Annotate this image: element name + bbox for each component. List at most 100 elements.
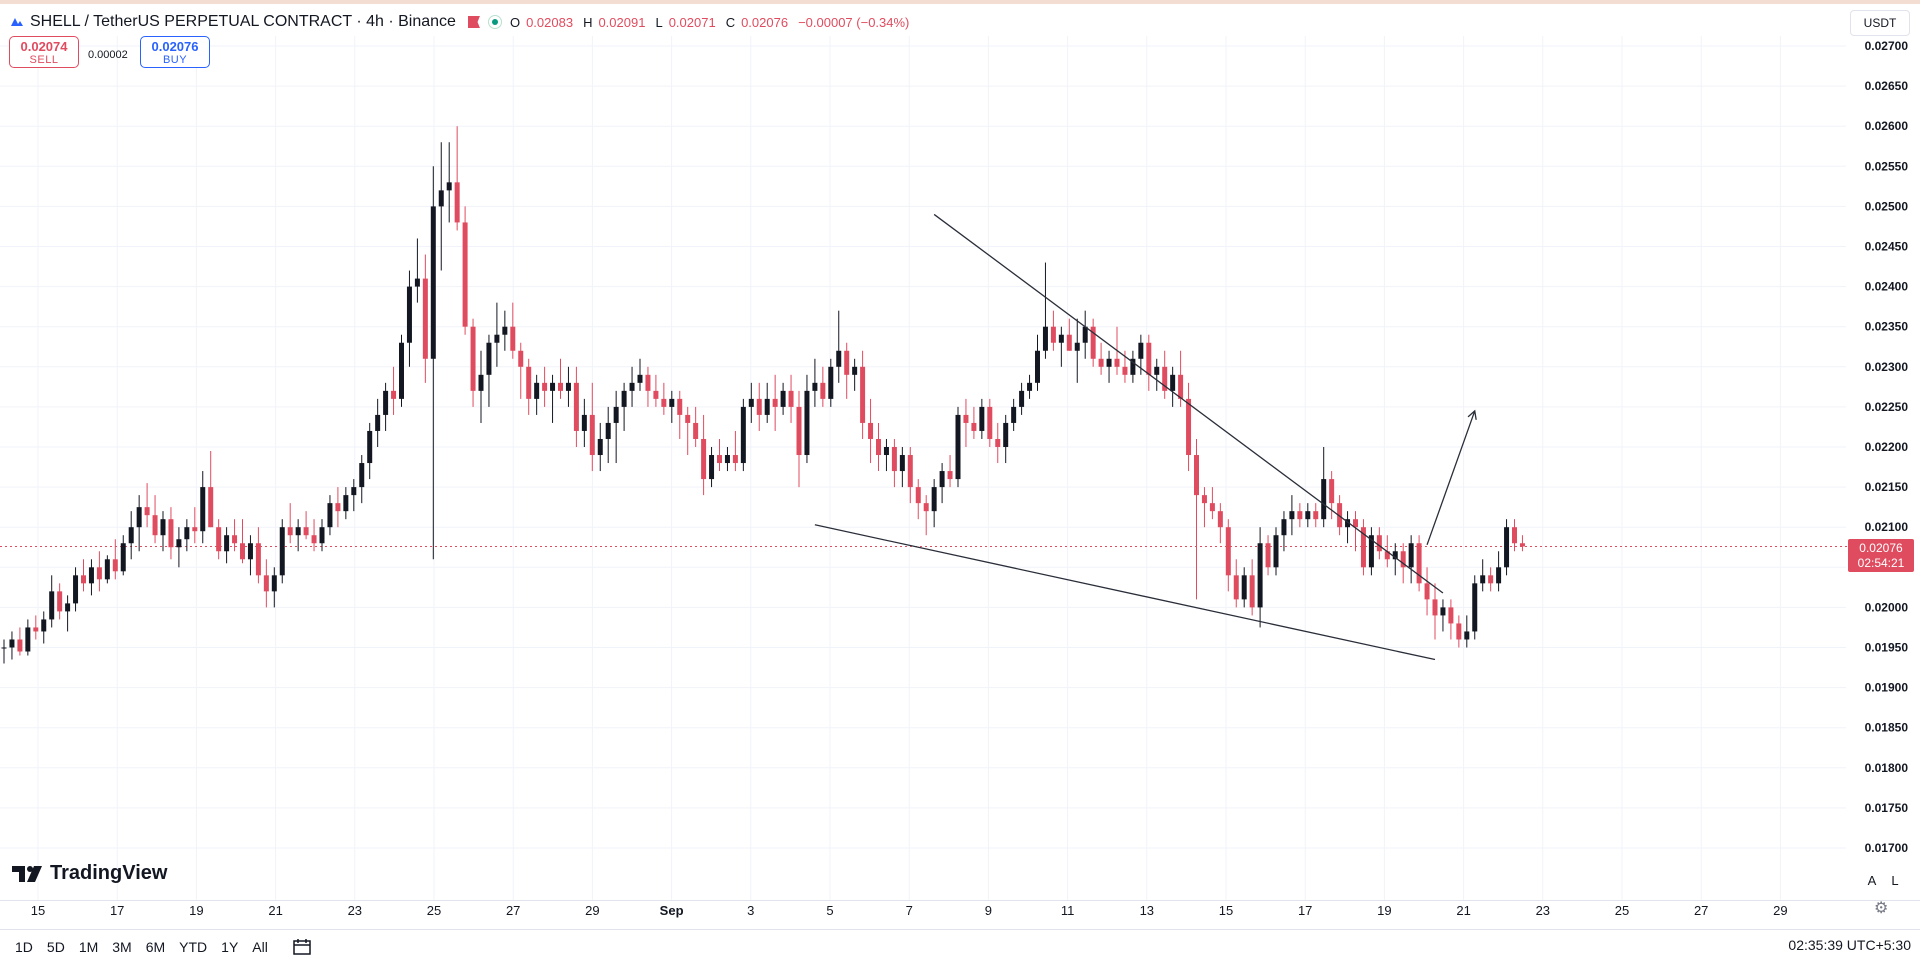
candle-body: [65, 603, 71, 612]
candle-body: [1082, 326, 1088, 343]
candle-body: [255, 543, 261, 576]
price-axis-label: 0.02400: [1865, 280, 1909, 294]
candle-body: [1027, 382, 1033, 391]
candle-body: [836, 350, 842, 367]
range-5d-button[interactable]: 5D: [46, 938, 65, 955]
candle-body: [1305, 511, 1311, 520]
candle-body: [589, 414, 595, 456]
candle-body: [399, 342, 404, 399]
symbol-title[interactable]: SHELL / TetherUS PERPETUAL CONTRACT · 4h…: [30, 13, 456, 30]
candle-body: [868, 422, 874, 439]
sell-button[interactable]: 0.02074 SELL: [9, 36, 79, 68]
candle-body: [899, 455, 905, 472]
price-axis-label: 0.01750: [1865, 801, 1909, 815]
candle-body: [1050, 326, 1056, 343]
range-6m-button[interactable]: 6M: [145, 938, 166, 955]
candle-body: [1042, 326, 1048, 351]
candle-body: [1480, 575, 1486, 584]
price-axis-label: 0.02200: [1865, 440, 1909, 454]
candle-body: [1201, 495, 1207, 504]
candle-body: [351, 487, 357, 496]
candle-body: [383, 390, 389, 415]
range-3m-button[interactable]: 3M: [112, 938, 132, 955]
candle-body: [1464, 631, 1470, 640]
candle-body: [1011, 406, 1017, 423]
time-axis-label: 21: [1456, 903, 1470, 918]
candle-body: [565, 382, 571, 391]
candle-body: [73, 575, 79, 604]
buy-button[interactable]: 0.02076 BUY: [140, 36, 210, 68]
calendar-range-icon[interactable]: [291, 937, 313, 957]
candle-body: [923, 503, 929, 512]
time-axis-label: 17: [110, 903, 124, 918]
close-value: 0.02076: [741, 14, 789, 30]
tradingview-logo-icon: [12, 865, 42, 882]
candle-body: [518, 350, 524, 367]
candle-body: [740, 406, 746, 464]
candle-body: [661, 398, 667, 407]
exchange-logo-icon: [10, 15, 24, 29]
price-axis-label: 0.01950: [1865, 641, 1909, 655]
candle-body: [375, 414, 381, 431]
candle-body: [327, 503, 333, 528]
tradingview-logo-text: TradingView: [50, 862, 168, 884]
candle-body: [1003, 422, 1009, 447]
candle-body: [1376, 535, 1382, 552]
time-axis-label: Sep: [660, 903, 684, 918]
range-1m-button[interactable]: 1M: [78, 938, 99, 955]
gear-icon[interactable]: ⚙: [1874, 900, 1889, 917]
time-axis-label: 23: [1536, 903, 1550, 918]
candle-body: [1154, 366, 1160, 375]
range-all-button[interactable]: All: [252, 938, 268, 955]
candle-body: [1265, 543, 1271, 568]
auto-scale-button[interactable]: A: [1867, 872, 1877, 888]
market-open-dot-icon: [487, 15, 502, 29]
candle-body: [844, 350, 850, 375]
candle-body: [717, 455, 722, 464]
candle-body: [216, 527, 222, 552]
currency-selector[interactable]: USDT: [1850, 10, 1910, 36]
candle-body: [979, 406, 985, 431]
tradingview-logo[interactable]: TradingView: [12, 862, 167, 885]
candle-body: [1146, 342, 1152, 375]
clock-readout[interactable]: 02:35:39 UTC+5:30: [1788, 937, 1911, 953]
time-axis-label: 17: [1298, 903, 1312, 918]
bottom-toolbar: 1D 5D 1M 3M 6M YTD 1Y All: [0, 930, 1920, 963]
candle-body: [860, 366, 866, 423]
candle-body: [502, 326, 508, 335]
candle-body: [1512, 527, 1517, 544]
chart-header: SHELL / TetherUS PERPETUAL CONTRACT · 4h…: [10, 12, 919, 32]
candle-body: [224, 535, 230, 552]
candle-body: [1360, 527, 1366, 568]
time-axis-label: 19: [1377, 903, 1391, 918]
candle-body: [629, 382, 635, 391]
time-axis-label: 21: [268, 903, 282, 918]
log-scale-button[interactable]: L: [1891, 872, 1899, 888]
candle-body: [192, 527, 198, 532]
sell-price: 0.02074: [20, 39, 68, 54]
time-axis-label: 9: [985, 903, 992, 918]
candle-body: [915, 487, 921, 504]
candle-body: [693, 422, 699, 439]
candle-body: [1249, 575, 1255, 608]
candle-body: [963, 414, 969, 423]
candle-body: [931, 487, 937, 512]
range-ytd-button[interactable]: YTD: [179, 938, 208, 955]
candle-body: [1194, 455, 1199, 496]
candle-body: [1090, 326, 1096, 359]
candle-body: [613, 406, 619, 423]
time-axis-label: 15: [31, 903, 45, 918]
candle-body: [1, 647, 7, 649]
range-1d-button[interactable]: 1D: [15, 938, 33, 955]
candle-body: [240, 543, 245, 560]
candle-body: [168, 519, 174, 548]
candle-body: [1257, 543, 1263, 608]
candle-body: [343, 495, 349, 512]
flag-icon[interactable]: [467, 16, 480, 28]
range-1y-button[interactable]: 1Y: [221, 938, 239, 955]
candle-body: [971, 422, 977, 431]
candle-body: [1178, 374, 1184, 399]
candle-body: [311, 535, 317, 544]
candle-body: [597, 438, 603, 456]
